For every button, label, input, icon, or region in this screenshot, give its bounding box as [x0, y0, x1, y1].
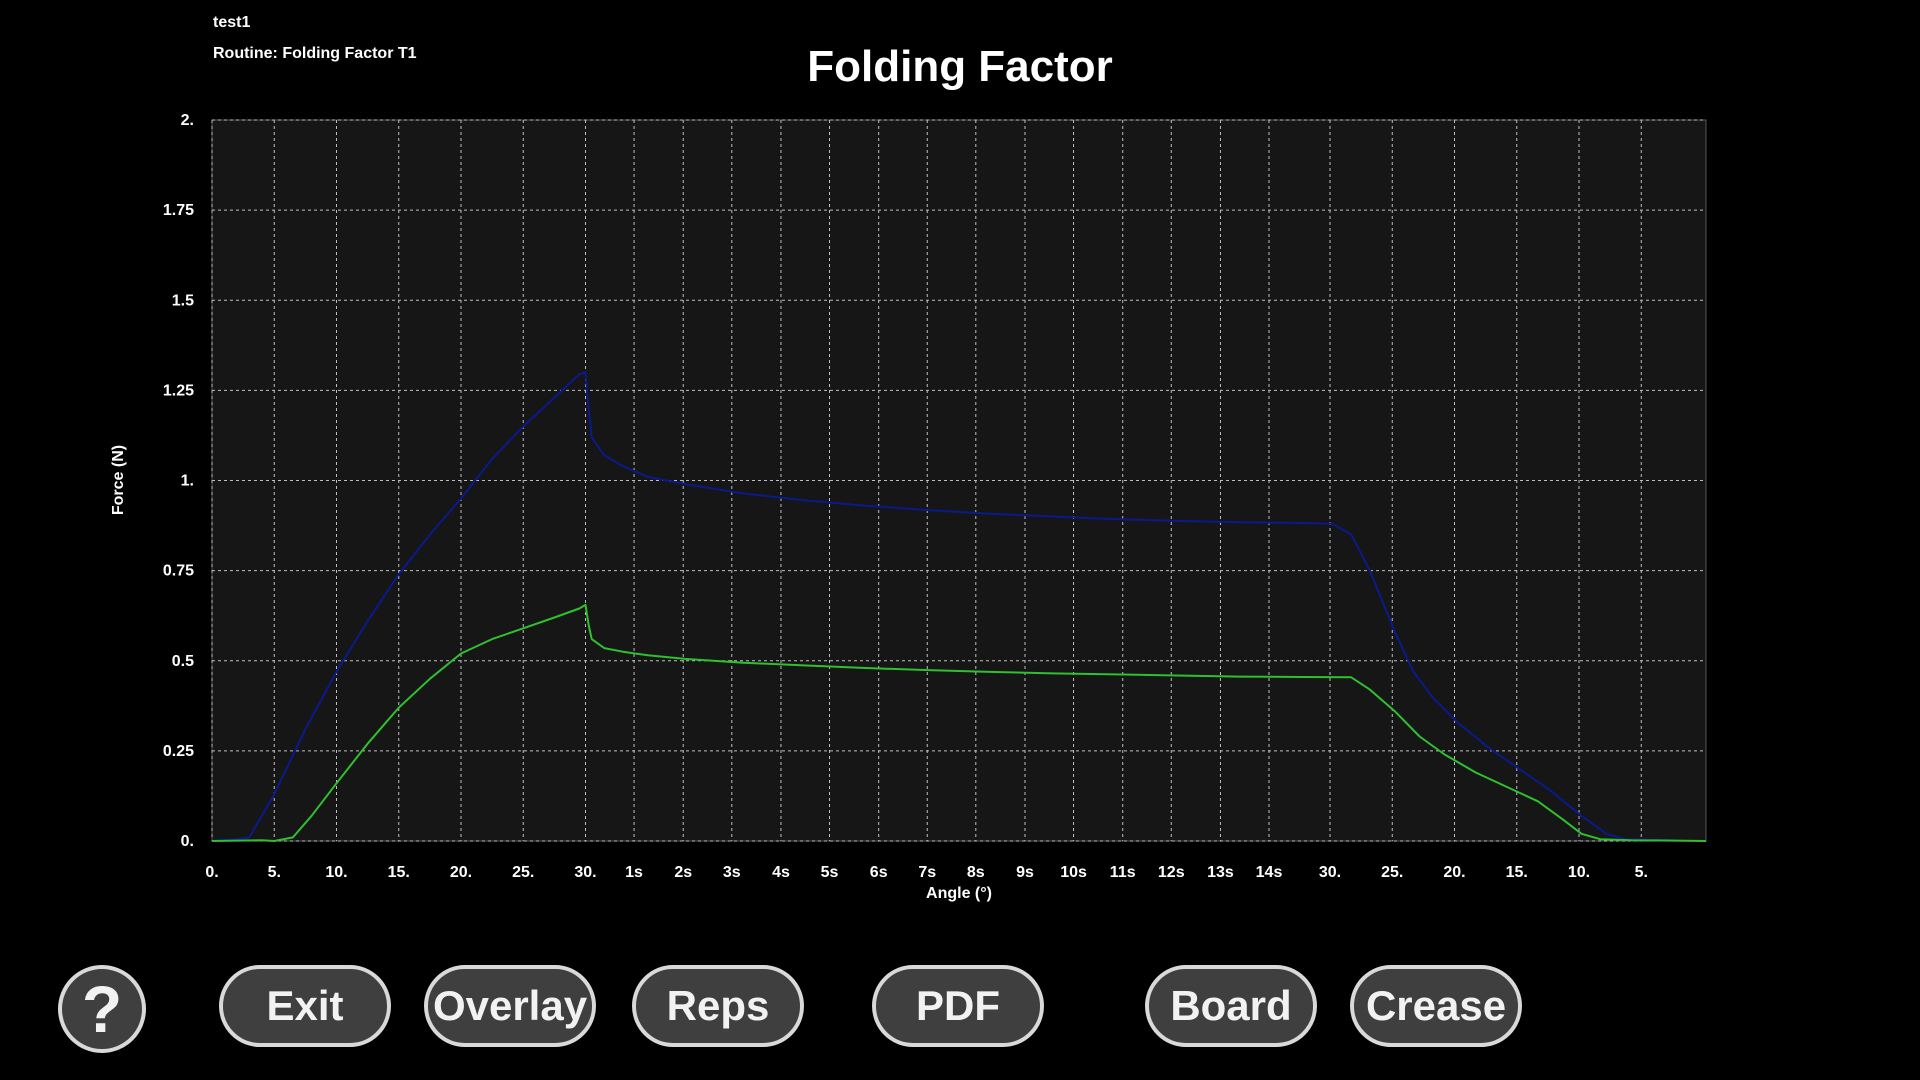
x-tick-label: 10. [325, 864, 347, 881]
x-tick-label: 1s [625, 864, 643, 881]
board-button[interactable]: Board [1145, 965, 1317, 1047]
x-tick-label: 25. [1381, 864, 1403, 881]
series-line-2 [211, 603, 1707, 842]
help-button[interactable]: ? [58, 965, 146, 1053]
y-tick-label: 1.75 [163, 202, 194, 219]
y-tick-label: 1.5 [172, 292, 194, 309]
force-angle-chart: 0. 0.25 0.5 0.75 1. 1.25 1.5 1.75 2. 0. 5. 10. 15. 2… [110, 112, 1707, 902]
pdf-button[interactable]: PDF [872, 965, 1044, 1047]
x-tick-label: 5s [821, 864, 839, 881]
y-tick-label: 1.25 [163, 382, 194, 399]
x-tick-label: 30. [1319, 864, 1341, 881]
x-axis: 0. 5. 10. 15. 20. 25. 30. 1s 2s 3s 4s 5s 6s 7s 8s 9s 10s… [205, 864, 1648, 881]
y-tick-label: 0.25 [163, 743, 194, 760]
x-tick-label: 15. [1506, 864, 1528, 881]
x-tick-label: 8s [967, 864, 985, 881]
y-tick-label: 0.5 [172, 653, 194, 670]
x-axis-label: Angle (°) [926, 885, 992, 902]
x-tick-label: 2s [674, 864, 692, 881]
y-tick-label: 0.75 [163, 563, 194, 580]
crease-button[interactable]: Crease [1350, 965, 1522, 1047]
x-tick-label: 11s [1110, 864, 1136, 881]
chart-title: Folding Factor [807, 42, 1113, 91]
x-tick-label: 20. [450, 864, 472, 881]
test-name: test1 [213, 14, 251, 31]
routine-label: Routine: Folding Factor T1 [213, 45, 417, 62]
x-tick-label: 10. [1568, 864, 1590, 881]
x-tick-label: 13s [1207, 864, 1234, 881]
x-tick-label: 3s [723, 864, 741, 881]
y-axis-label: Force (N) [110, 445, 127, 515]
y-tick-label: 2. [181, 112, 194, 129]
x-tick-label: 15. [388, 864, 410, 881]
exit-button[interactable]: Exit [219, 965, 391, 1047]
x-tick-label: 6s [870, 864, 888, 881]
x-tick-label: 5. [1635, 864, 1648, 881]
series-line-1 [211, 371, 1675, 842]
x-tick-label: 25. [512, 864, 534, 881]
grid [211, 119, 1706, 842]
x-tick-label: 14s [1256, 864, 1283, 881]
x-tick-label: 12s [1158, 864, 1185, 881]
x-tick-label: 0. [205, 864, 218, 881]
reps-button[interactable]: Reps [632, 965, 804, 1047]
overlay-button[interactable]: Overlay [424, 965, 596, 1047]
y-tick-label: 1. [181, 473, 194, 490]
x-tick-label: 10s [1060, 864, 1087, 881]
x-tick-label: 30. [574, 864, 596, 881]
y-tick-label: 0. [181, 833, 194, 850]
x-tick-label: 5. [268, 864, 281, 881]
x-tick-label: 9s [1016, 864, 1034, 881]
y-axis: 0. 0.25 0.5 0.75 1. 1.25 1.5 1.75 2. [163, 112, 194, 850]
x-tick-label: 20. [1443, 864, 1465, 881]
x-tick-label: 4s [772, 864, 790, 881]
series-lines [211, 371, 1707, 842]
x-tick-label: 7s [918, 864, 936, 881]
